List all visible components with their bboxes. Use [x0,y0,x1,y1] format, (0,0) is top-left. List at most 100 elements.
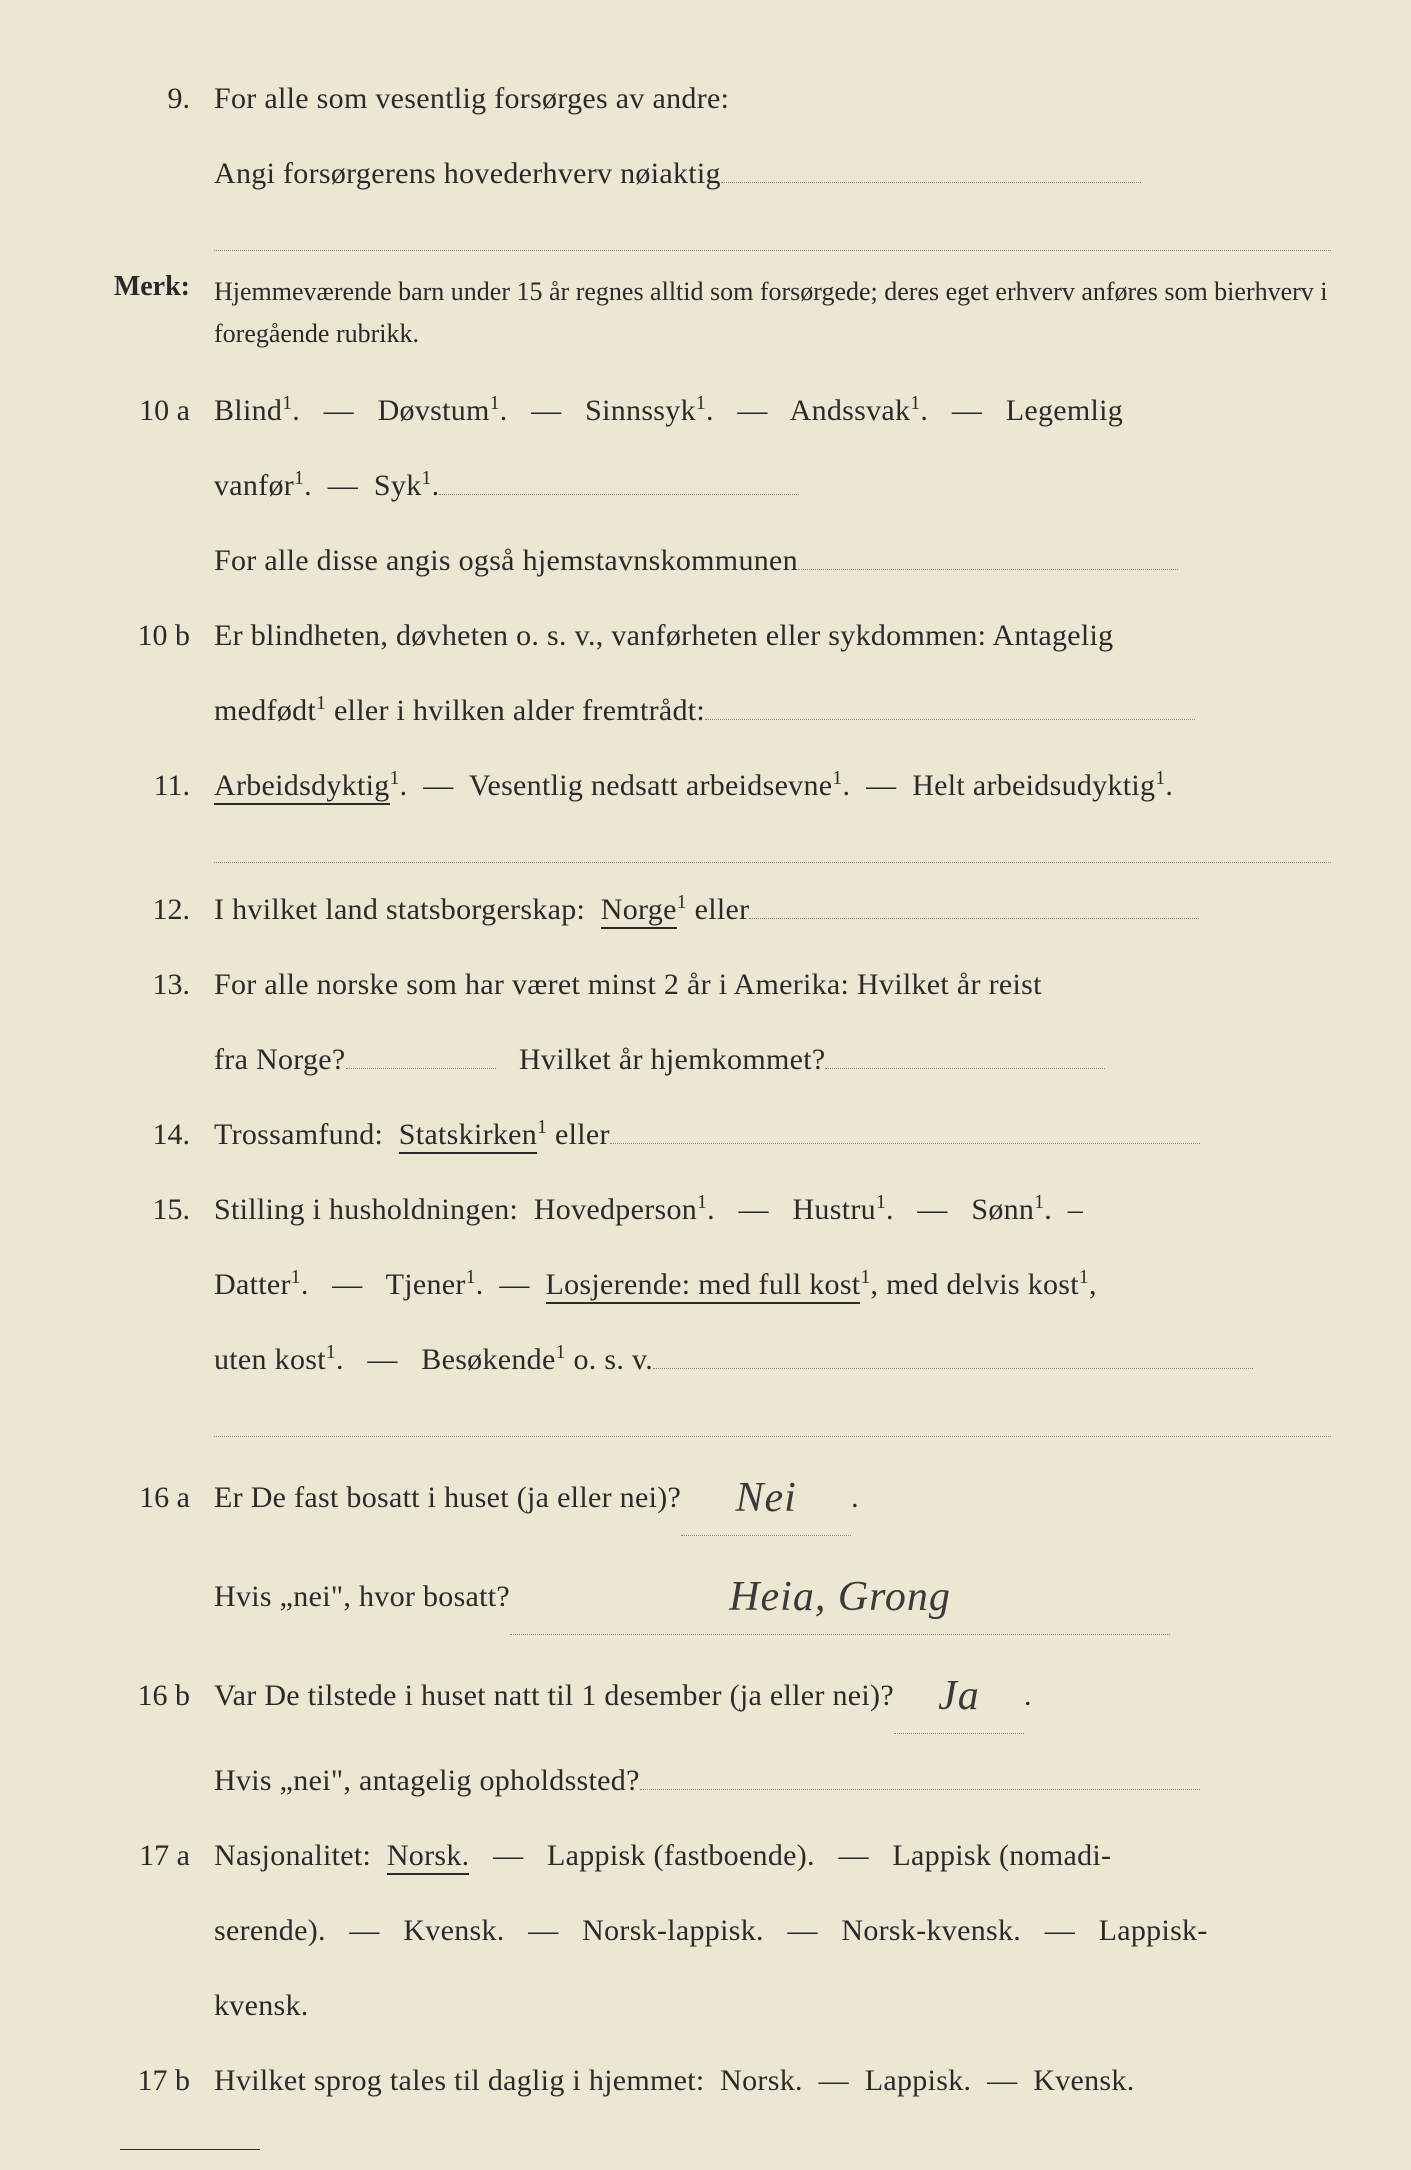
q15-line3c: o. s. v. [566,1343,653,1376]
question-10b-line2: medfødt1 eller i hvilken alder fremtrådt… [100,682,1331,739]
q17b-number: 17 b [100,2052,214,2109]
question-10a-line3: For alle disse angis også hjemstavnskomm… [100,532,1331,589]
q16a-number: 16 a [100,1469,214,1526]
q16b-answer1-field[interactable]: Ja [894,1653,1024,1734]
question-13: 13. For alle norske som har været minst … [100,956,1331,1013]
q17a-line2b: Kvensk. [403,1914,504,1947]
question-15-line2: Datter1. — Tjener1. — Losjerende: med fu… [100,1256,1331,1313]
q15-text: Stilling i husholdningen: [214,1193,518,1226]
q9-line2: Angi forsørgerens hovederhverv nøiaktig [214,157,721,190]
question-12: 12. I hvilket land statsborgerskap: Norg… [100,881,1331,938]
q13-line2b: Hvilket år hjemkommet? [519,1043,826,1076]
question-10a: 10 a Blind1. — Døvstum1. — Sinnssyk1. — … [100,382,1331,439]
q14-text: Trossamfund: [214,1118,383,1151]
merk-note: Merk: Hjemmeværende barn under 15 år reg… [100,271,1331,354]
q17a-text: Nasjonalitet: [214,1839,371,1872]
q17a-number: 17 a [100,1827,214,1884]
q17a-opt3: Lappisk (nomadi- [892,1839,1111,1872]
q10a-blank[interactable] [439,494,799,495]
merk-label: Merk: [100,271,214,303]
q15-opt1: Hovedperson [534,1193,697,1226]
q15-line2b: Tjener [386,1268,466,1301]
q11-number: 11. [100,757,214,814]
question-15: 15. Stilling i husholdningen: Hovedperso… [100,1181,1331,1238]
q10b-number: 10 b [100,607,214,664]
question-9-line2: Angi forsørgerens hovederhverv nøiaktig [100,145,1331,251]
q10a-blank2[interactable] [798,569,1178,570]
q10a-opt3: Sinnssyk [585,394,696,427]
q16b-line2: Hvis „nei", antagelig opholdssted? [214,1764,640,1797]
q16a-answer1: Nei [735,1475,796,1521]
q9-number: 9. [100,70,214,127]
q10a-line2a: vanfør [214,469,294,502]
q11-opt3: Helt arbeidsudyktig [912,769,1155,802]
question-17b: 17 b Hvilket sprog tales til daglig i hj… [100,2052,1331,2109]
footnote-rule [120,2149,260,2150]
question-11: 11. Arbeidsdyktig1. — Vesentlig nedsatt … [100,757,1331,863]
q15-opt3: Sønn [971,1193,1034,1226]
q17a-line3: kvensk. [214,1989,309,2022]
q17a-line2d: Norsk-kvensk. [841,1914,1021,1947]
q13-line2a: fra Norge? [214,1043,346,1076]
q10a-opt2: Døvstum [378,394,490,427]
question-15-line3: uten kost1. — Besøkende1 o. s. v. [100,1331,1331,1437]
q15-number: 15. [100,1181,214,1238]
q10b-blank[interactable] [705,719,1195,720]
census-form-page: 9. For alle som vesentlig forsørges av a… [0,0,1411,2170]
q11-opt1: Arbeidsdyktig [214,769,390,805]
question-17a-line2: serende). — Kvensk. — Norsk-lappisk. — N… [100,1902,1331,1959]
q15-line2c: Losjerende: med full kost [546,1268,861,1304]
q11-opt2: Vesentlig nedsatt arbeidsevne [469,769,833,802]
question-16b: 16 b Var De tilstede i huset natt til 1 … [100,1653,1331,1734]
q10b-line1: Er blindheten, døvheten o. s. v., vanfør… [214,619,1113,652]
q15-line3a: uten kost [214,1343,326,1376]
q15-blank-line[interactable] [214,1402,1331,1437]
question-17a-line3: kvensk. [100,1977,1331,2034]
q12-number: 12. [100,881,214,938]
q10a-opt4: Andssvak [790,394,911,427]
q10a-number: 10 a [100,382,214,439]
question-16b-line2: Hvis „nei", antagelig opholdssted? [100,1752,1331,1809]
q14-opt1: Statskirken [399,1118,537,1154]
q16a-answer1-field[interactable]: Nei [681,1455,851,1536]
q15-blank[interactable] [653,1368,1253,1369]
question-13-line2: fra Norge? Hvilket år hjemkommet? [100,1031,1331,1088]
question-14: 14. Trossamfund: Statskirken1 eller [100,1106,1331,1163]
q11-blank-line[interactable] [214,828,1331,863]
q17a-line2e: Lappisk- [1099,1914,1208,1947]
q17a-opt1: Norsk. [387,1839,470,1875]
q16b-blank[interactable] [640,1789,1200,1790]
q12-text: I hvilket land statsborgerskap: [214,893,585,926]
question-16a: 16 a Er De fast bosatt i huset (ja eller… [100,1455,1331,1536]
q12-suffix: eller [687,893,750,926]
q14-blank[interactable] [610,1143,1200,1144]
q10b-line2a: medfødt [214,694,316,727]
q15-line3b: Besøkende [421,1343,555,1376]
q17b-text: Hvilket sprog tales til daglig i hjemmet… [214,2064,705,2097]
q16b-answer1: Ja [938,1673,980,1719]
question-16a-line2: Hvis „nei", hvor bosatt? Heia, Grong [100,1554,1331,1635]
q10a-opt1: Blind [214,394,282,427]
q10b-line2b: eller i hvilken alder fremtrådt: [326,694,705,727]
q13-number: 13. [100,956,214,1013]
q13-blank2[interactable] [825,1068,1105,1069]
q16a-answer2: Heia, Grong [729,1574,951,1620]
q14-suffix: eller [547,1118,610,1151]
q13-blank1[interactable] [346,1068,496,1069]
q16a-line2: Hvis „nei", hvor bosatt? [214,1580,510,1613]
q16a-answer2-field[interactable]: Heia, Grong [510,1554,1170,1635]
q17a-opt2: Lappisk (fastboende). [547,1839,815,1872]
q9-blank[interactable] [721,182,1141,183]
q12-opt1: Norge [601,893,677,929]
question-10a-line2: vanfør1. — Syk1. [100,457,1331,514]
q16b-number: 16 b [100,1667,214,1724]
merk-text: Hjemmeværende barn under 15 år regnes al… [214,271,1331,354]
q10a-opt5: Legemlig [1006,394,1123,427]
q9-blank-line[interactable] [214,216,1331,251]
q12-blank[interactable] [749,918,1199,919]
q10a-line3: For alle disse angis også hjemstavnskomm… [214,544,798,577]
q17b-opt3: Kvensk. [1033,2064,1134,2097]
question-9: 9. For alle som vesentlig forsørges av a… [100,70,1331,127]
q17a-line2c: Norsk-lappisk. [582,1914,764,1947]
q15-line2d: , med delvis kost [871,1268,1079,1301]
